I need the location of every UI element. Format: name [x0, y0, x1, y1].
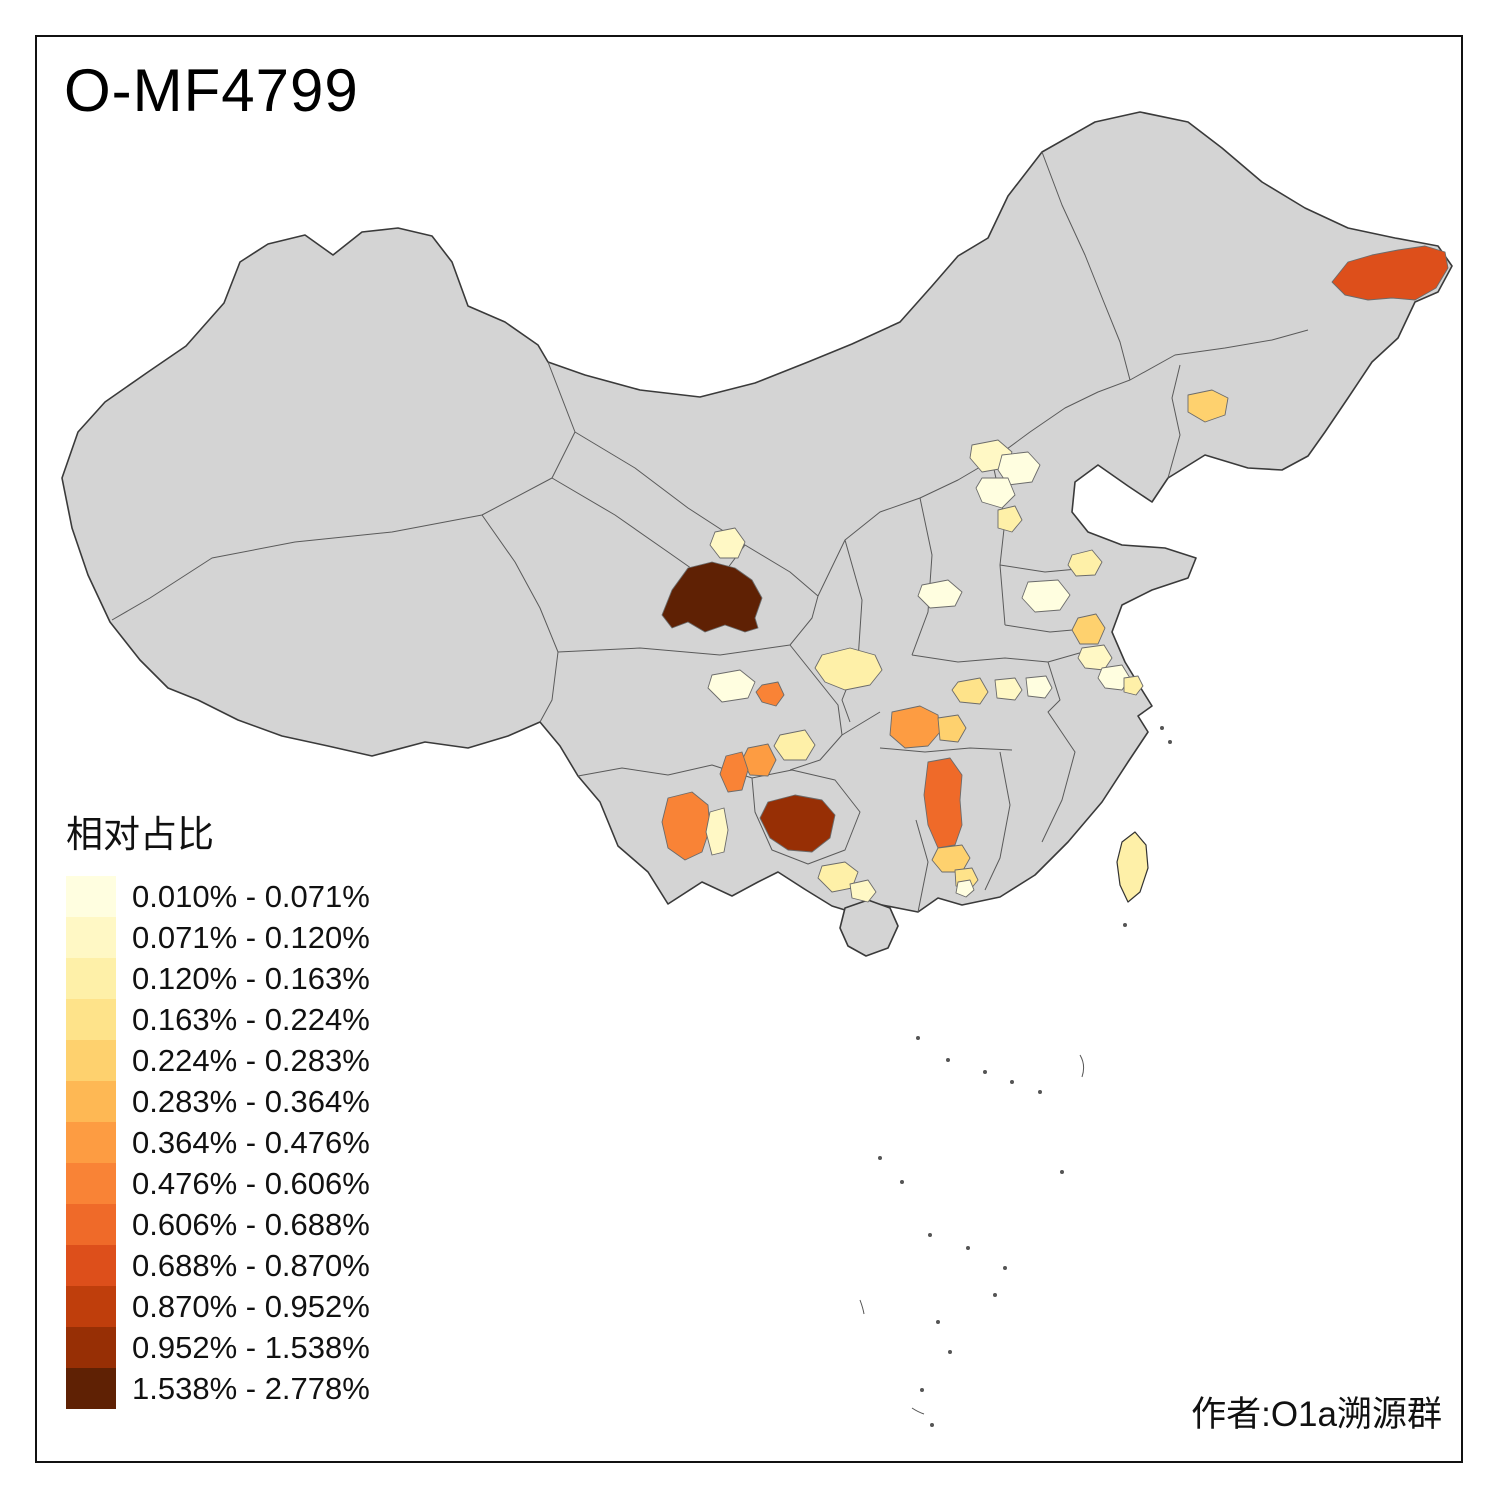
map-region	[975, 477, 1016, 509]
map-region	[955, 879, 975, 898]
map-region	[755, 681, 785, 707]
legend-swatch	[66, 876, 116, 917]
legend-label: 0.071% - 0.120%	[132, 919, 370, 955]
map-region	[849, 879, 877, 903]
legend-row: 0.952% - 1.538%	[66, 1327, 370, 1368]
colored-regions	[661, 245, 1449, 903]
legend-label: 0.476% - 0.606%	[132, 1165, 370, 1201]
legend-label: 0.120% - 0.163%	[132, 960, 370, 996]
south-china-sea-islands	[859, 726, 1172, 1427]
legend-label: 0.870% - 0.952%	[132, 1288, 370, 1324]
map-region	[1331, 245, 1449, 301]
map-region	[661, 561, 763, 633]
legend-swatch	[66, 1040, 116, 1081]
map-region	[889, 705, 941, 749]
legend-row: 0.606% - 0.688%	[66, 1204, 370, 1245]
legend-label: 0.952% - 1.538%	[132, 1329, 370, 1365]
legend-swatch	[66, 1368, 116, 1409]
map-region	[994, 677, 1023, 701]
map-region	[661, 791, 711, 861]
legend: 相对占比 0.010% - 0.071% 0.071% - 0.120% 0.120…	[66, 804, 370, 1409]
legend-swatch	[66, 999, 116, 1040]
legend-row: 0.163% - 0.224%	[66, 999, 370, 1040]
legend-row: 0.010% - 0.071%	[66, 876, 370, 917]
mainland-outline	[61, 111, 1453, 927]
map-region	[937, 714, 967, 743]
legend-swatch	[66, 1163, 116, 1204]
map-region	[917, 579, 963, 609]
legend-swatch	[66, 1286, 116, 1327]
legend-label: 1.538% - 2.778%	[132, 1370, 370, 1406]
legend-label: 0.224% - 0.283%	[132, 1042, 370, 1078]
map-region	[814, 647, 883, 691]
legend-row: 0.224% - 0.283%	[66, 1040, 370, 1081]
legend-label: 0.010% - 0.071%	[132, 878, 370, 914]
map-region	[719, 751, 749, 793]
map-region	[759, 794, 836, 853]
legend-label: 0.606% - 0.688%	[132, 1206, 370, 1242]
map-region	[1067, 549, 1103, 577]
legend-row: 0.476% - 0.606%	[66, 1163, 370, 1204]
legend-swatch	[66, 1122, 116, 1163]
legend-rows: 0.010% - 0.071% 0.071% - 0.120% 0.120% - 0…	[66, 876, 370, 1409]
map-region	[997, 505, 1023, 533]
plot-frame	[35, 35, 1463, 1463]
legend-label: 0.163% - 0.224%	[132, 1001, 370, 1037]
map-region	[951, 677, 989, 705]
legend-title: 相对占比	[66, 814, 214, 855]
legend-swatch	[66, 1327, 116, 1368]
map-region	[1025, 675, 1053, 699]
legend-row: 0.688% - 0.870%	[66, 1245, 370, 1286]
attribution: 作者:O1a溯源群	[1191, 1395, 1442, 1434]
legend-row: 1.538% - 2.778%	[66, 1368, 370, 1409]
map-region	[1097, 664, 1131, 691]
legend-swatch	[66, 917, 116, 958]
map-region	[705, 807, 729, 856]
page-title: O-MF4799	[64, 57, 359, 124]
map-region	[709, 527, 746, 559]
legend-label: 0.283% - 0.364%	[132, 1083, 370, 1119]
map-region	[997, 451, 1041, 486]
map-region	[773, 729, 816, 761]
legend-row: 0.071% - 0.120%	[66, 917, 370, 958]
legend-label: 0.688% - 0.870%	[132, 1247, 370, 1283]
legend-row: 0.283% - 0.364%	[66, 1081, 370, 1122]
legend-row: 0.870% - 0.952%	[66, 1286, 370, 1327]
map-region	[1021, 579, 1071, 613]
map-region	[707, 669, 756, 703]
taiwan-island	[1116, 831, 1149, 903]
legend-row: 0.364% - 0.476%	[66, 1122, 370, 1163]
hainan-island	[839, 899, 899, 957]
legend-swatch	[66, 1245, 116, 1286]
map-region	[923, 757, 963, 849]
map-region	[1071, 613, 1106, 645]
map-region	[1123, 675, 1144, 696]
legend-row: 0.120% - 0.163%	[66, 958, 370, 999]
legend-label: 0.364% - 0.476%	[132, 1124, 370, 1160]
legend-swatch	[66, 1081, 116, 1122]
legend-swatch	[66, 1204, 116, 1245]
map-region	[1187, 389, 1229, 423]
legend-swatch	[66, 958, 116, 999]
